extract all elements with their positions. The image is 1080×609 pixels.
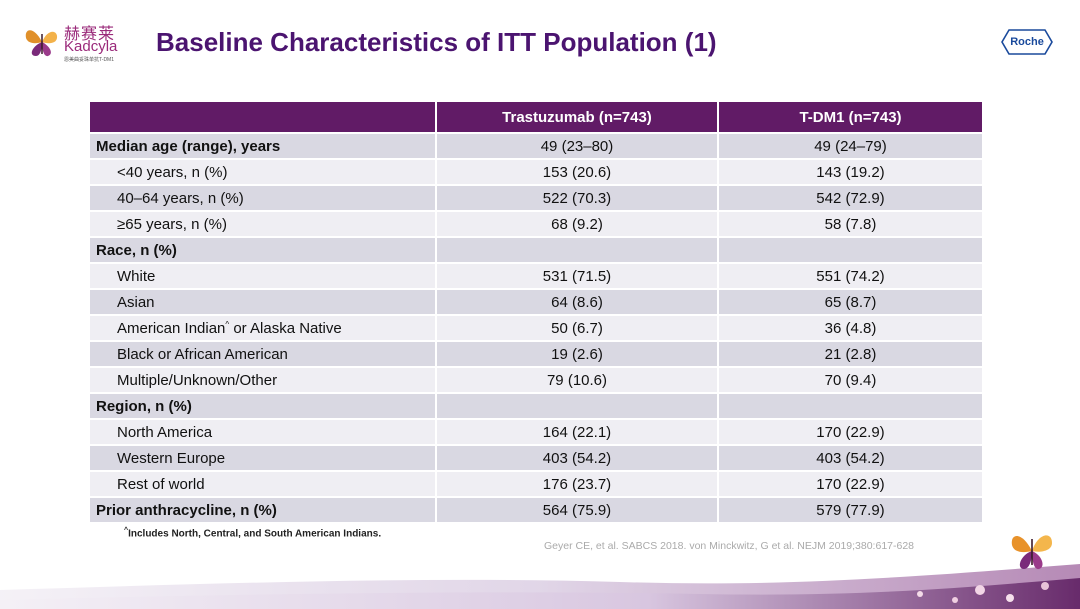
tdm1-value: 36 (4.8)	[718, 315, 982, 342]
tdm1-value: 170 (22.9)	[718, 471, 982, 498]
tdm1-value	[718, 237, 982, 264]
footnote-text: Includes North, Central, and South Ameri…	[128, 528, 382, 540]
table-row: Western Europe 403 (54.2) 403 (54.2)	[90, 445, 982, 472]
tdm1-value: 58 (7.8)	[718, 211, 982, 238]
trastuzumab-value: 531 (71.5)	[436, 263, 719, 290]
tdm1-value: 49 (24–79)	[718, 133, 982, 160]
tdm1-value: 170 (22.9)	[718, 419, 982, 446]
table-row: Rest of world 176 (23.7) 170 (22.9)	[90, 471, 982, 498]
row-label: White	[90, 263, 437, 290]
header-trastuzumab: Trastuzumab (n=743)	[436, 102, 719, 134]
table-row: <40 years, n (%) 153 (20.6) 143 (19.2)	[90, 159, 982, 186]
row-label: Median age (range), years	[90, 133, 437, 160]
butterfly-icon	[1011, 535, 1052, 570]
table-row: Race, n (%)	[90, 237, 982, 264]
row-label: <40 years, n (%)	[90, 159, 437, 186]
trastuzumab-value: 153 (20.6)	[436, 159, 719, 186]
citation: Geyer CE, et al. SABCS 2018. von Minckwi…	[544, 540, 915, 552]
row-label: Western Europe	[90, 445, 437, 472]
butterfly-icon	[25, 30, 58, 57]
row-label: 40–64 years, n (%)	[90, 185, 437, 212]
footnote: ^Includes North, Central, and South Amer…	[124, 527, 381, 539]
trastuzumab-value: 176 (23.7)	[436, 471, 719, 498]
row-label: Prior anthracycline, n (%)	[90, 497, 437, 524]
tdm1-value: 551 (74.2)	[718, 263, 982, 290]
row-label-main: American Indian	[117, 319, 226, 337]
footnote-marker: ^	[225, 319, 230, 329]
trastuzumab-value: 403 (54.2)	[436, 445, 719, 472]
trastuzumab-value: 49 (23–80)	[436, 133, 719, 160]
trastuzumab-value: 564 (75.9)	[436, 497, 719, 524]
tdm1-value	[718, 393, 982, 420]
roche-logo-text: Roche	[1010, 36, 1044, 48]
decorative-wave-banner	[0, 560, 1080, 609]
row-label-rest: or Alaska Native	[229, 319, 342, 337]
table-row: ≥65 years, n (%) 68 (9.2) 58 (7.8)	[90, 211, 982, 238]
header-tdm1: T-DM1 (n=743)	[718, 102, 982, 134]
table-row: Multiple/Unknown/Other 79 (10.6) 70 (9.4…	[90, 367, 982, 394]
table-row: Asian 64 (8.6) 65 (8.7)	[90, 289, 982, 316]
header-characteristic	[90, 102, 437, 134]
trastuzumab-value: 19 (2.6)	[436, 341, 719, 368]
row-label: Rest of world	[90, 471, 437, 498]
row-label: Multiple/Unknown/Other	[90, 367, 437, 394]
row-label: North America	[90, 419, 437, 446]
logo-brand-cn: 赫赛莱	[64, 24, 116, 43]
table-row: 40–64 years, n (%) 522 (70.3) 542 (72.9)	[90, 185, 982, 212]
table-row: Region, n (%)	[90, 393, 982, 420]
tdm1-value: 143 (19.2)	[718, 159, 982, 186]
table-header-row: Trastuzumab (n=743) T-DM1 (n=743)	[90, 102, 982, 134]
trastuzumab-value: 164 (22.1)	[436, 419, 719, 446]
table-row: Prior anthracycline, n (%) 564 (75.9) 57…	[90, 497, 982, 524]
roche-logo: Roche	[1001, 29, 1053, 55]
tdm1-value: 403 (54.2)	[718, 445, 982, 472]
trastuzumab-value	[436, 237, 719, 264]
row-label: ≥65 years, n (%)	[90, 211, 437, 238]
row-label: Region, n (%)	[90, 393, 437, 420]
slide-title: Baseline Characteristics of ITT Populati…	[156, 27, 717, 57]
table-row: American Indian^ or Alaska Native 50 (6.…	[90, 315, 982, 342]
tdm1-value: 542 (72.9)	[718, 185, 982, 212]
trastuzumab-value: 64 (8.6)	[436, 289, 719, 316]
trastuzumab-value	[436, 393, 719, 420]
trastuzumab-value: 50 (6.7)	[436, 315, 719, 342]
row-label: Race, n (%)	[90, 237, 437, 264]
kadcyla-logo: 赫赛莱 Kadcyla 恩美曲妥珠单抗T-DM1	[22, 18, 142, 66]
trastuzumab-value: 79 (10.6)	[436, 367, 719, 394]
table-row: North America 164 (22.1) 170 (22.9)	[90, 419, 982, 446]
baseline-characteristics-table: Trastuzumab (n=743) T-DM1 (n=743) Median…	[90, 102, 982, 524]
tdm1-value: 65 (8.7)	[718, 289, 982, 316]
wave-decoration-icon	[0, 564, 1080, 609]
trastuzumab-value: 522 (70.3)	[436, 185, 719, 212]
tdm1-value: 70 (9.4)	[718, 367, 982, 394]
logo-tagline: 恩美曲妥珠单抗T-DM1	[64, 57, 115, 63]
trastuzumab-value: 68 (9.2)	[436, 211, 719, 238]
row-label: Asian	[90, 289, 437, 316]
footnote-marker: ^	[124, 527, 129, 534]
table-row: Median age (range), years 49 (23–80) 49 …	[90, 133, 982, 160]
tdm1-value: 579 (77.9)	[718, 497, 982, 524]
table-row: Black or African American 19 (2.6) 21 (2…	[90, 341, 982, 368]
tdm1-value: 21 (2.8)	[718, 341, 982, 368]
row-label: Black or African American	[90, 341, 437, 368]
logo-brand-en: Kadcyla	[64, 38, 118, 55]
row-label: American Indian^ or Alaska Native	[90, 315, 437, 342]
hexagon-icon	[1001, 29, 1053, 55]
table-row: White 531 (71.5) 551 (74.2)	[90, 263, 982, 290]
